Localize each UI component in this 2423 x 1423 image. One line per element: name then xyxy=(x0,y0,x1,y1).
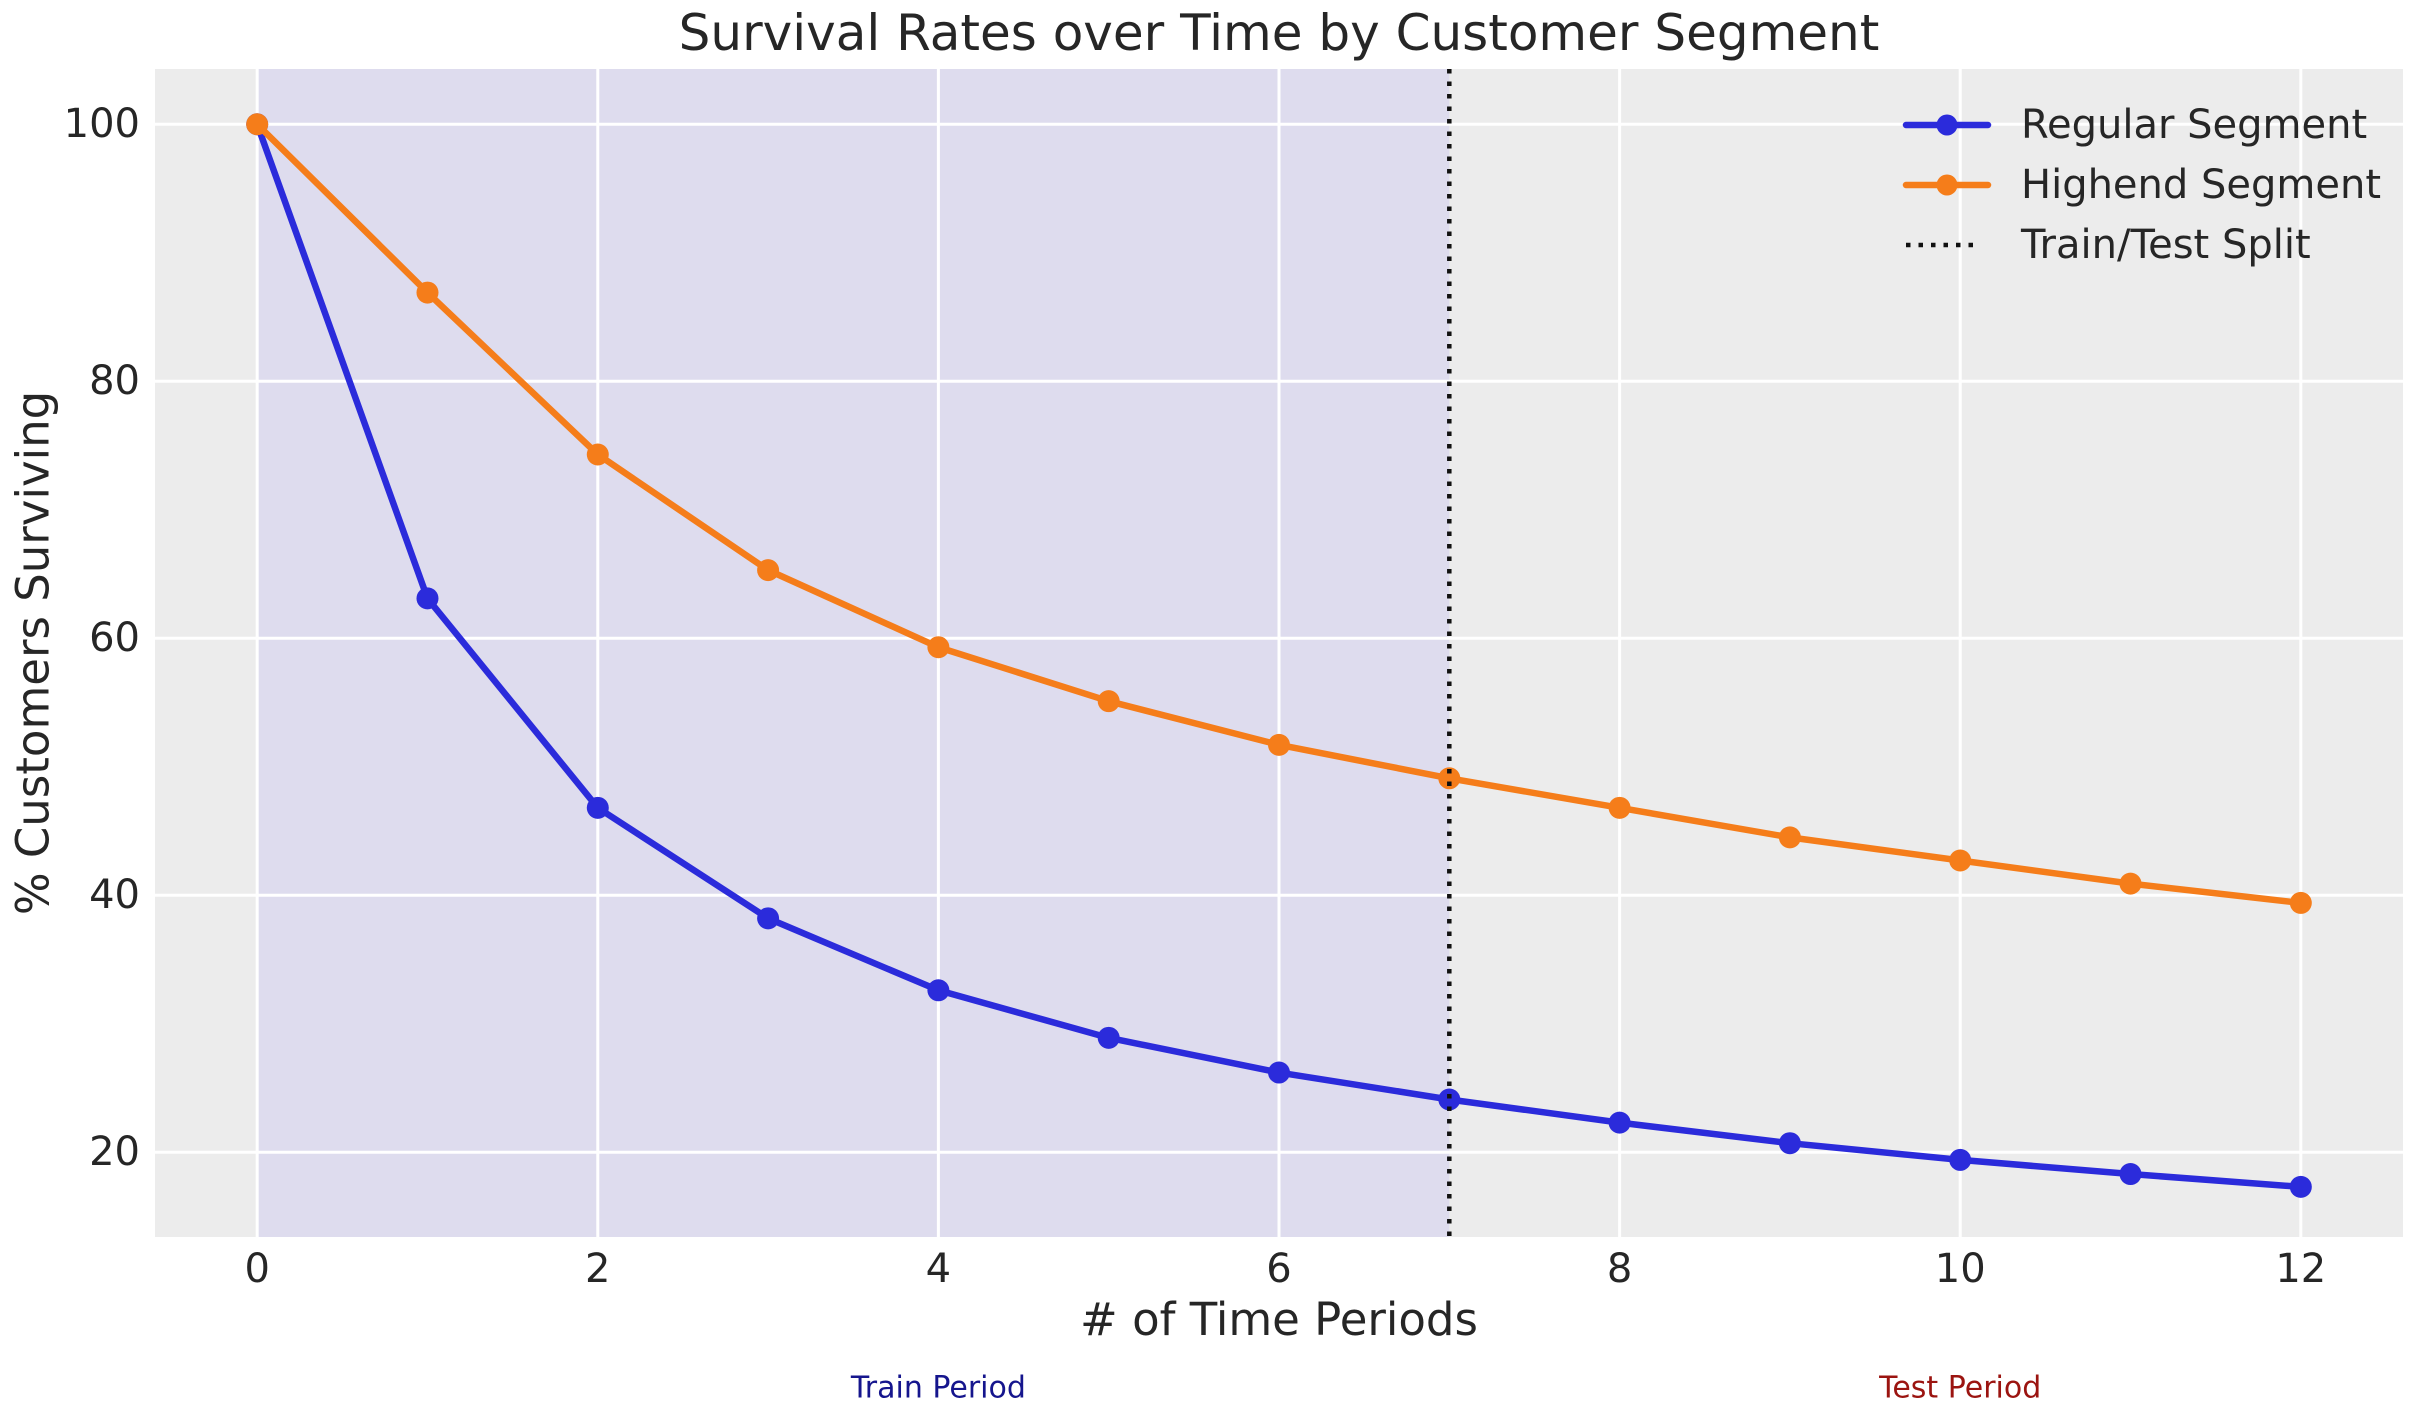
y-tick-label: 40 xyxy=(89,872,140,919)
data-point xyxy=(1268,1061,1290,1084)
data-point xyxy=(1438,767,1461,790)
data-point xyxy=(2119,1163,2142,1186)
train-period-span xyxy=(257,69,1450,1237)
data-point xyxy=(757,907,780,930)
y-tick-label: 100 xyxy=(63,101,140,148)
data-point xyxy=(1268,733,1290,756)
data-point xyxy=(246,113,269,136)
legend-sample-line-icon xyxy=(1902,174,1992,196)
data-point xyxy=(1778,826,1801,849)
legend-label: Train/Test Split xyxy=(2021,222,2311,268)
y-tick-label: 20 xyxy=(89,1129,140,1176)
data-point xyxy=(2119,872,2142,895)
marker-glyph xyxy=(1936,114,1958,136)
data-point xyxy=(927,979,950,1002)
data-point xyxy=(1949,849,1972,872)
legend-label: Regular Segment xyxy=(2021,102,2368,148)
data-point xyxy=(2289,1175,2312,1198)
marker-glyph xyxy=(1936,174,1958,196)
legend-entry-regular: Regular Segment xyxy=(1900,95,2381,155)
legend-label: Highend Segment xyxy=(2021,162,2381,208)
data-point xyxy=(586,443,609,466)
data-point xyxy=(1438,1088,1461,1111)
train-period-annotation: Train Period xyxy=(850,1370,1026,1406)
y-tick-label: 60 xyxy=(89,615,140,662)
x-tick-label: 2 xyxy=(585,1246,611,1292)
chart-title: Survival Rates over Time by Customer Seg… xyxy=(678,4,1880,62)
data-point xyxy=(1097,690,1120,713)
data-point xyxy=(416,587,439,610)
plot-canvas xyxy=(155,69,2403,1237)
data-point xyxy=(927,636,950,659)
legend: Regular Segment Highend Segment Train/Te… xyxy=(1900,95,2381,275)
x-tick-label: 6 xyxy=(1266,1246,1292,1292)
data-point xyxy=(1778,1132,1801,1155)
x-axis-label: # of Time Periods xyxy=(1080,1293,1478,1346)
test-period-annotation: Test Period xyxy=(1879,1370,2042,1406)
x-tick-label: 4 xyxy=(925,1246,952,1292)
x-tick-label: 12 xyxy=(2275,1246,2327,1292)
x-tick-label: 8 xyxy=(1606,1246,1633,1292)
legend-sample-dotted-icon xyxy=(1906,242,1974,248)
legend-sample-line-icon xyxy=(1902,114,1992,136)
data-point xyxy=(1608,1111,1631,1134)
data-point xyxy=(2289,891,2312,914)
x-tick-label: 10 xyxy=(1934,1246,1986,1292)
data-point xyxy=(1608,796,1631,819)
data-point xyxy=(586,796,609,819)
data-point xyxy=(1949,1148,1972,1171)
legend-entry-highend: Highend Segment xyxy=(1900,155,2381,215)
y-tick-label: 80 xyxy=(89,358,140,405)
data-point xyxy=(416,281,439,304)
x-tick-label: 0 xyxy=(244,1246,270,1292)
plot-area: Regular Segment Highend Segment Train/Te… xyxy=(155,69,2403,1237)
legend-entry-split: Train/Test Split xyxy=(1900,215,2381,275)
data-point xyxy=(757,559,780,582)
data-point xyxy=(1097,1026,1120,1049)
